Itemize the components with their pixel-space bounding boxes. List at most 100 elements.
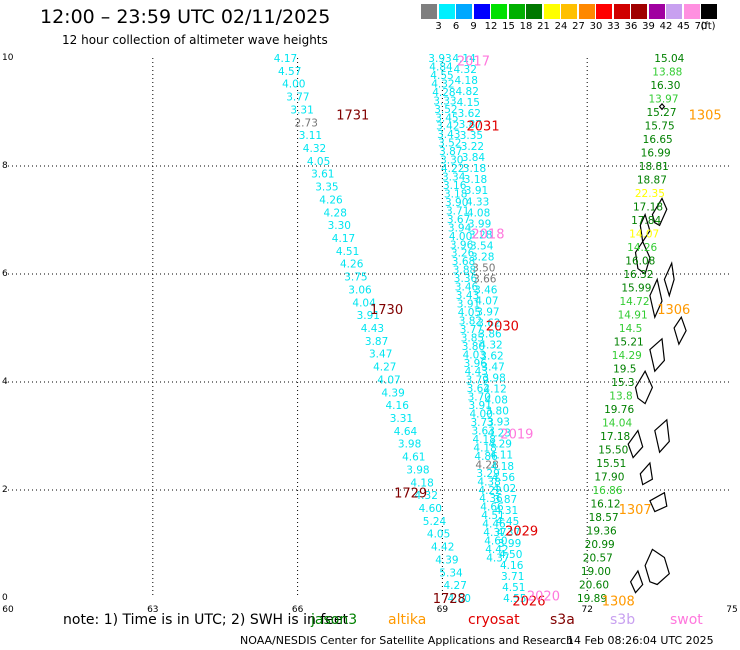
swh-value: 3.11 xyxy=(299,130,322,142)
legend-tick-label: 42 xyxy=(659,21,673,32)
swh-value: 4.51 xyxy=(481,510,504,522)
swh-value: 16.08 xyxy=(625,256,655,268)
swh-value: 3.93 xyxy=(428,53,451,65)
swh-value: 4.37 xyxy=(486,553,509,565)
atoll-outline xyxy=(627,429,644,459)
lon-tick-label: 60 xyxy=(2,605,14,615)
swh-value: 4.51 xyxy=(336,246,359,258)
swh-value: 14.04 xyxy=(602,418,632,430)
legend-swatch xyxy=(683,4,700,19)
swh-value: 3.87 xyxy=(439,146,462,158)
swh-value: 3.26 xyxy=(451,248,475,260)
swh-value: 4.37 xyxy=(497,527,520,539)
swh-value: 4.18 xyxy=(455,75,478,87)
swh-value: 15.3 xyxy=(611,377,634,389)
swh-value: 3.62 xyxy=(458,108,481,120)
swh-value: 17.90 xyxy=(594,472,624,484)
legend-swatch xyxy=(421,4,437,19)
legend-tick-label: 24 xyxy=(554,21,568,32)
swh-value: 18.87 xyxy=(637,175,667,187)
swh-value: 3.46 xyxy=(455,282,479,294)
swh-value: 4.17 xyxy=(274,53,297,65)
swh-value: 3.87 xyxy=(494,494,517,506)
swh-value: 3.61 xyxy=(311,169,334,181)
swh-value: 4.18 xyxy=(473,434,496,446)
pass-id-label: 1308 xyxy=(602,595,635,610)
swh-value: 15.75 xyxy=(645,121,675,133)
legend-swatch xyxy=(543,4,560,19)
generation-timestamp: 14 Feb 08:26:04 UTC 2025 xyxy=(567,634,714,647)
swh-value: 3.62 xyxy=(477,318,500,330)
swh-value: 3.88 xyxy=(453,265,476,277)
swh-value: 4.14 xyxy=(452,53,476,65)
swh-value: 4.12 xyxy=(483,384,506,396)
swh-value: 15.21 xyxy=(614,337,644,349)
swh-value: 14.07 xyxy=(629,229,659,241)
legend-swatch xyxy=(491,4,507,19)
swh-value: 4.28 xyxy=(475,459,498,471)
swh-value: 3.73 xyxy=(471,417,494,429)
swh-value: 3.84 xyxy=(462,152,486,164)
swh-value: 3.98 xyxy=(398,439,421,451)
swh-value: 4.57 xyxy=(278,66,301,78)
pass-id-label: 2019 xyxy=(500,427,533,442)
legend-tick-label: 3 xyxy=(435,21,442,32)
swh-value: 3.54 xyxy=(470,240,494,252)
swh-value: 4.26 xyxy=(319,194,343,206)
swh-value: 4.04 xyxy=(352,297,376,309)
swh-value: 3.28 xyxy=(469,229,492,241)
legend-tick-label: 12 xyxy=(484,21,498,32)
legend-swatch xyxy=(578,4,595,19)
legend-swatch xyxy=(613,4,630,19)
swh-value: 3.43 xyxy=(456,290,479,302)
swh-value: 4.55 xyxy=(430,70,453,82)
swh-value: 4.84 xyxy=(429,62,453,74)
swh-value: 15.50 xyxy=(598,445,628,457)
swh-value: 3.29 xyxy=(476,468,499,480)
swh-value: 4.61 xyxy=(402,452,425,464)
swh-value: 4.18 xyxy=(473,442,496,454)
swh-value: 4.17 xyxy=(332,233,355,245)
swh-value: 4.60 xyxy=(419,503,442,515)
swh-value: 4.46 xyxy=(482,519,506,531)
swh-value: 4.18 xyxy=(491,461,514,473)
swh-value: 4.50 xyxy=(448,593,471,605)
lon-tick-label: 69 xyxy=(437,605,449,615)
swh-value: 16.86 xyxy=(592,485,622,497)
swh-value: 13.97 xyxy=(648,94,678,106)
swh-value: 4.28 xyxy=(432,87,455,99)
legend-swatch xyxy=(648,4,665,19)
swh-value: 4.32 xyxy=(454,64,477,76)
swh-value: 14.29 xyxy=(612,350,642,362)
swh-value: 3.68 xyxy=(452,256,475,268)
swh-value: 3.99 xyxy=(498,538,521,550)
swh-value: 3.36 xyxy=(454,273,478,285)
atoll-outline xyxy=(639,461,654,486)
legend-tick-label: 21 xyxy=(537,21,550,32)
legend-swatch xyxy=(526,4,542,19)
swh-value: 3.91 xyxy=(457,299,480,311)
swh-value: 4.42 xyxy=(431,542,454,554)
lat-tick-label: 2 xyxy=(2,485,8,495)
swh-value: 19.5 xyxy=(613,364,636,376)
swh-value: 5.24 xyxy=(423,516,447,528)
atoll-outline xyxy=(644,548,670,586)
swh-value: 3.33 xyxy=(433,95,456,107)
swh-value: 16.99 xyxy=(641,148,671,160)
pass-id-label: 2018 xyxy=(471,228,504,243)
atoll-outline xyxy=(649,337,666,373)
swh-value: 18.81 xyxy=(639,161,669,173)
swh-value: 3.45 xyxy=(435,112,458,124)
map-title: 12:00 – 23:59 UTC 02/11/2025 xyxy=(40,6,331,28)
swh-value: 4.82 xyxy=(456,86,479,98)
swh-value: 20.60 xyxy=(579,580,609,592)
swh-value: 3.42 xyxy=(436,121,459,133)
swh-value: 4.08 xyxy=(485,395,508,407)
swh-value: 16.32 xyxy=(623,269,653,281)
swh-value: 3.52 xyxy=(438,138,461,150)
swh-value: 4.02 xyxy=(493,483,516,495)
legend-tick-label: 9 xyxy=(470,21,477,32)
swh-value: 3.47 xyxy=(369,349,392,361)
pass-id-label: 2017 xyxy=(457,55,490,70)
legend-swatch xyxy=(631,4,647,19)
